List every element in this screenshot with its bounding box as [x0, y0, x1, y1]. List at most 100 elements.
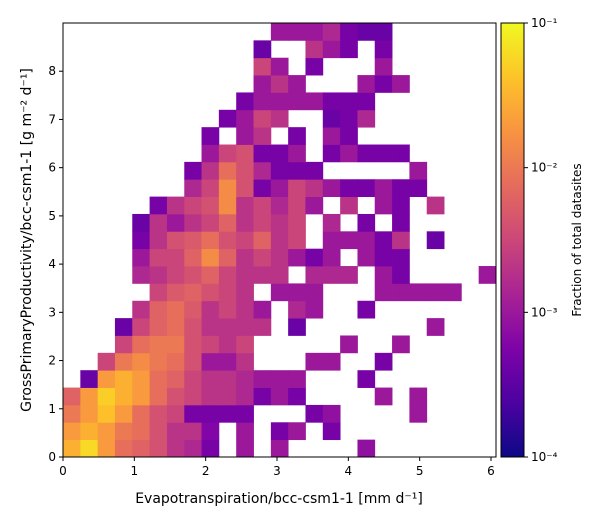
heatmap-cell — [253, 300, 272, 319]
heatmap-cell — [184, 213, 202, 232]
heatmap-cell — [392, 283, 410, 302]
heatmap-cell — [201, 213, 220, 232]
x-tick-label: 6 — [487, 464, 495, 478]
heatmap-cell — [253, 144, 272, 163]
heatmap-cell — [288, 283, 306, 302]
heatmap-cell — [236, 161, 254, 180]
heatmap-cell — [236, 283, 254, 302]
heatmap-cell — [184, 248, 202, 267]
heatmap-cell — [80, 404, 99, 423]
heatmap-cell — [184, 404, 202, 423]
heatmap-cell — [201, 300, 220, 319]
heatmap-cell — [305, 92, 324, 111]
heatmap-cell — [236, 335, 254, 354]
heatmap-cell — [149, 370, 168, 388]
heatmap-cell — [132, 300, 150, 319]
heatmap-cell — [218, 196, 237, 215]
heatmap-cell — [166, 370, 185, 388]
heatmap-cell — [201, 439, 220, 458]
heatmap-cell — [340, 127, 358, 145]
heatmap-cell — [392, 231, 410, 250]
heatmap-cell — [80, 439, 99, 458]
heatmap-cell — [184, 300, 202, 319]
heatmap-cell — [149, 352, 168, 371]
heatmap-cell — [288, 144, 306, 163]
heatmap-cell — [253, 40, 272, 59]
heatmap-cell — [218, 300, 237, 319]
heatmap-cell — [201, 387, 220, 406]
heatmap-cell — [236, 92, 254, 111]
heatmap-cell — [305, 196, 324, 215]
heatmap-cell — [149, 248, 168, 267]
heatmap-cell — [253, 92, 272, 111]
heatmap-cell — [322, 127, 341, 145]
heatmap-cell — [322, 109, 341, 128]
heatmap-cell — [392, 213, 410, 232]
heatmap-cell — [132, 404, 150, 423]
heatmap-cell — [166, 439, 185, 458]
heatmap-cell — [305, 248, 324, 267]
heatmap-cell — [288, 370, 306, 388]
heatmap-cell — [166, 422, 185, 441]
heatmap-cell — [184, 352, 202, 371]
y-tick-label: 3 — [48, 305, 56, 319]
heatmap-cell — [270, 23, 289, 41]
heatmap-cell — [166, 248, 185, 267]
heatmap-cell — [97, 370, 116, 388]
heatmap-cell — [288, 422, 306, 441]
heatmap-cell — [184, 266, 202, 284]
heatmap-cell — [426, 283, 445, 302]
heatmap-cell — [166, 213, 185, 232]
heatmap-cell — [63, 422, 81, 441]
heatmap-cell — [322, 404, 341, 423]
heatmap-cell — [392, 266, 410, 284]
heatmap-cell — [218, 283, 237, 302]
heatmap-cell — [236, 404, 254, 423]
heatmap-cell — [340, 144, 358, 163]
heatmap-cell — [201, 266, 220, 284]
heatmap-cell — [322, 231, 341, 250]
heatmap-cell — [218, 318, 237, 336]
heatmap-cell — [253, 248, 272, 267]
y-axis-label: GrossPrimaryProductivity/bcc-csm1-1 [g m… — [19, 68, 35, 412]
heatmap-cell — [288, 92, 306, 111]
heatmap-cell — [132, 231, 150, 250]
heatmap-cell — [253, 127, 272, 145]
heatmap-cell — [80, 387, 99, 406]
heatmap-cell — [97, 439, 116, 458]
heatmap-cell — [288, 248, 306, 267]
colorbar-tick-label: 10⁻³ — [531, 305, 558, 319]
heatmap-cell — [270, 213, 289, 232]
heatmap-cell — [322, 352, 341, 371]
heatmap-cell — [409, 404, 428, 423]
heatmap-cell — [392, 196, 410, 215]
heatmap-cell — [184, 179, 202, 197]
heatmap-cell — [357, 370, 376, 388]
heatmap-cell — [322, 23, 341, 41]
colorbar-tick-label: 10⁻⁴ — [531, 450, 558, 464]
heatmap-cell — [132, 439, 150, 458]
x-tick-label: 4 — [345, 464, 353, 478]
heatmap-cell — [132, 266, 150, 284]
heatmap-cell — [201, 422, 220, 441]
heatmap-cell — [201, 370, 220, 388]
heatmap-cell — [236, 370, 254, 388]
heatmap-cell — [374, 75, 393, 93]
heatmap-cell — [184, 422, 202, 441]
heatmap-cell — [288, 213, 306, 232]
heatmap-cell — [392, 335, 410, 354]
heatmap-cell — [374, 352, 393, 371]
heatmap-cell — [322, 92, 341, 111]
heatmap-cell — [374, 231, 393, 250]
heatmap-cell — [114, 404, 133, 423]
heatmap-cell — [236, 266, 254, 284]
heatmap-cell — [253, 109, 272, 128]
heatmap-cell — [357, 23, 376, 41]
heatmap-cell — [253, 179, 272, 197]
heatmap-cell — [357, 300, 376, 319]
heatmap-cell — [340, 92, 358, 111]
heatmap-cell — [305, 283, 324, 302]
heatmap-cell — [374, 283, 393, 302]
heatmap-cell — [322, 179, 341, 197]
heatmap-cell — [288, 75, 306, 93]
